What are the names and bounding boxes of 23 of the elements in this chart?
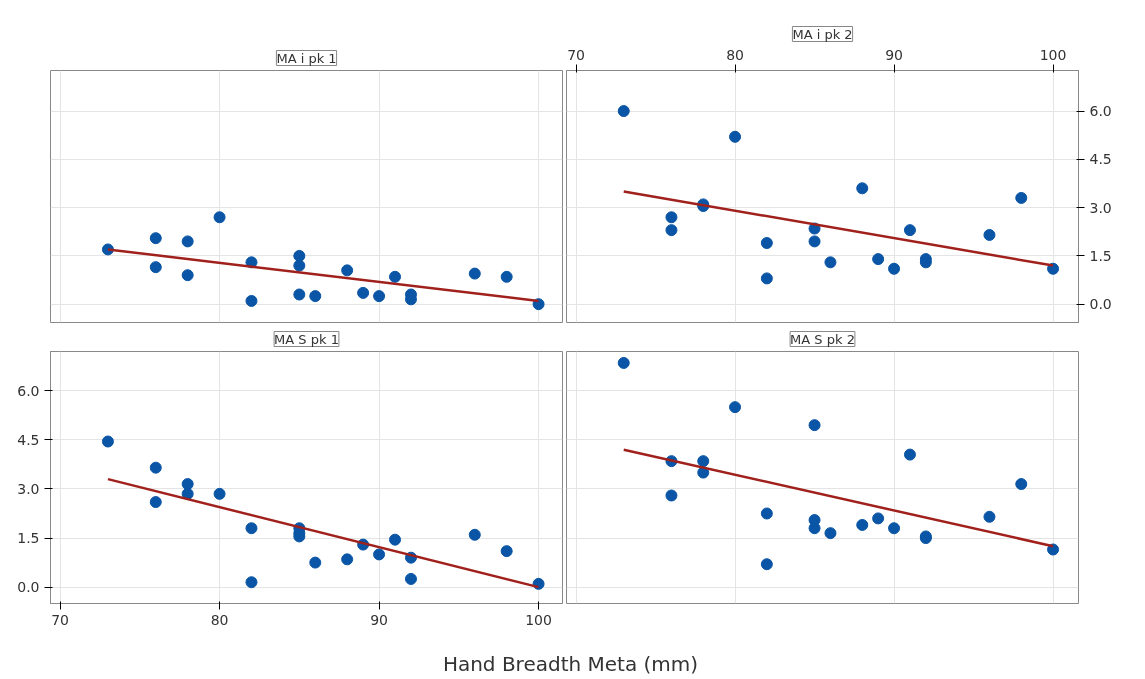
y-tick-label: 0.0 — [17, 579, 40, 596]
y-tick-label: 6.0 — [1089, 103, 1112, 120]
x-tick-label: 80 — [726, 46, 744, 63]
y-tick-label: 3.0 — [1089, 199, 1112, 216]
chart-title: MA S pk 1 — [274, 331, 339, 347]
chart-title: MA S pk 2 — [790, 331, 855, 347]
y-tick-label: 3.0 — [17, 480, 40, 497]
x-tick-label: 100 — [1039, 46, 1067, 63]
x-tick-label: 90 — [370, 611, 388, 628]
y-tick-label: 6.0 — [17, 382, 40, 399]
chart-title: MA i pk 2 — [792, 26, 853, 42]
x-tick-label: 90 — [885, 46, 903, 63]
x-tick-label: 70 — [567, 46, 585, 63]
x-tick-label: 100 — [525, 611, 552, 628]
y-tick-label: 0.0 — [1089, 296, 1112, 313]
y-tick-label: 4.5 — [17, 431, 40, 448]
x-tick-label: 70 — [51, 611, 69, 628]
x-axis-title: Hand Breadth Meta (mm) — [442, 651, 699, 676]
y-tick-label: 1.5 — [17, 530, 40, 547]
y-tick-label: 1.5 — [1089, 247, 1112, 264]
x-tick-label: 80 — [210, 611, 229, 628]
chart-title: MA i pk 1 — [276, 50, 337, 66]
y-tick-label: 4.5 — [1089, 151, 1112, 168]
